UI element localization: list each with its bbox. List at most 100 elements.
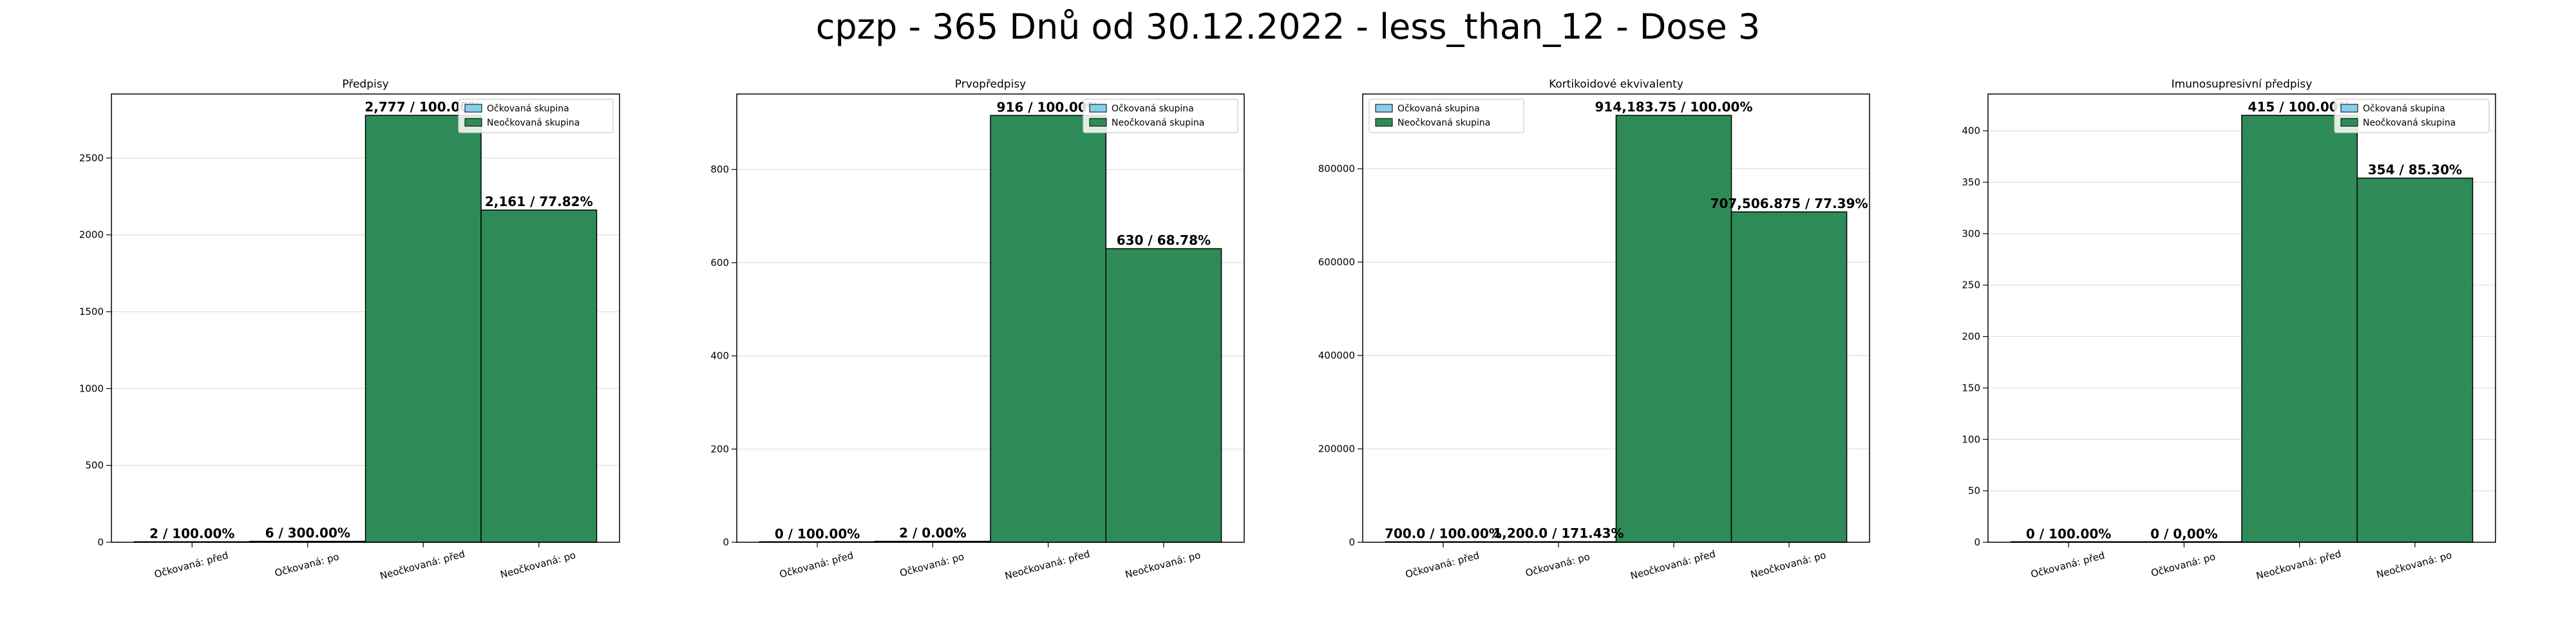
y-tick-label: 2500: [79, 152, 104, 164]
legend-swatch: [464, 104, 482, 113]
bar-neockovana-pred: [1615, 115, 1732, 543]
chart-panel-prvopredpisy: 0 / 100.00% 2 / 0.00% 916 / 100.00% 630 / 6…: [710, 78, 1245, 582]
data-label: 0 / 100.00%: [775, 526, 860, 542]
data-label: 914,183.75 / 100.00%: [1595, 99, 1753, 115]
y-tick-label: 250: [1962, 279, 1980, 291]
legend-box: [1083, 99, 1238, 133]
data-label: 6 / 300.00%: [265, 526, 350, 541]
data-label: 630 / 68.78%: [1117, 232, 1211, 248]
y-tick-label: 0: [97, 536, 104, 548]
bar-neockovana-po: [480, 209, 598, 543]
legend: Očkovaná skupina Neočkovaná skupina: [1083, 99, 1238, 133]
legend-swatch: [1375, 118, 1393, 127]
chart-panel-predpisy: 2 / 100.00% 6 / 300.00%2,777 / 100.00%2,1…: [79, 78, 620, 582]
data-label: 1,200.0 / 171.43%: [1493, 526, 1624, 541]
plot-frame: [736, 93, 1245, 543]
data-label: 707,506.875 / 77.39%: [1710, 196, 1868, 211]
legend-label: Neočkovaná skupina: [1397, 118, 1490, 128]
subplot-title: Prvopředpisy: [955, 78, 1027, 91]
legend-box: [2334, 99, 2490, 133]
legend-label: Neočkovaná skupina: [487, 118, 580, 128]
y-tick-label: 200: [710, 443, 729, 455]
x-tick-label: Neočkovaná: před: [1629, 548, 1717, 582]
subplot-title: Kortikoidové ekvivalenty: [1549, 78, 1683, 91]
x-tick-label: Neočkovaná: před: [2255, 548, 2342, 582]
x-tick-label: Očkovaná: před: [2029, 549, 2106, 580]
chart-panel-imunosupresivni-predpisy: 0 / 100.00% 0 / 0,00% 415 / 100.00% 354 / 8…: [1962, 78, 2496, 582]
legend: Očkovaná skupina Neočkovaná skupina: [458, 99, 614, 133]
x-tick-label: Neočkovaná: před: [379, 548, 466, 582]
legend-swatch: [2340, 104, 2358, 113]
y-tick-label: 500: [85, 460, 104, 471]
x-tick-label: Očkovaná: po: [2150, 551, 2217, 579]
y-tick-label: 600: [710, 257, 729, 269]
x-tick-label: Neočkovaná: před: [1003, 548, 1091, 582]
x-tick-label: Očkovaná: před: [778, 549, 855, 580]
legend-label: Neočkovaná skupina: [2363, 118, 2456, 128]
y-tick-label: 2000: [79, 229, 104, 241]
legend-label: Očkovaná skupina: [1397, 104, 1480, 114]
legend-swatch: [2340, 118, 2358, 127]
legend-label: Neočkovaná skupina: [1112, 118, 1204, 128]
y-tick-label: 50: [1968, 485, 1980, 497]
y-tick-label: 100: [1962, 433, 1980, 445]
y-tick-label: 800000: [1318, 163, 1355, 175]
data-label: 0 / 0,00%: [2150, 526, 2218, 542]
x-tick-label: Neočkovaná: po: [499, 549, 577, 581]
legend-swatch: [1375, 104, 1393, 113]
legend-label: Očkovaná skupina: [2363, 104, 2445, 114]
chart-panel-kortikoidove-ekvivalenty: 700.0 / 100.00%1,200.0 / 171.43% 914,183.…: [1318, 78, 1870, 582]
legend-label: Očkovaná skupina: [1112, 104, 1194, 114]
x-tick-label: Očkovaná: před: [1404, 549, 1481, 580]
bar-neockovana-po: [1730, 211, 1848, 543]
x-tick-label: Neočkovaná: po: [1124, 549, 1202, 581]
y-tick-label: 400: [1962, 125, 1980, 137]
y-tick-label: 200000: [1318, 443, 1355, 455]
legend-box: [1368, 99, 1524, 133]
x-tick-label: Neočkovaná: po: [2375, 549, 2453, 581]
plot-frame: [1987, 93, 2496, 543]
x-tick-label: Očkovaná: po: [1524, 551, 1591, 579]
legend-swatch: [464, 118, 482, 127]
y-tick-label: 1500: [79, 306, 104, 317]
y-tick-label: 150: [1962, 382, 1980, 393]
plot-frame: [111, 93, 620, 543]
data-label: 2 / 0.00%: [899, 526, 967, 541]
legend: Očkovaná skupina Neočkovaná skupina: [2334, 99, 2490, 133]
bar-neockovana-po: [2356, 177, 2474, 543]
legend: Očkovaná skupina Neočkovaná skupina: [1368, 99, 1524, 133]
x-tick-label: Neočkovaná: po: [1749, 549, 1827, 581]
y-tick-label: 200: [1962, 331, 1980, 343]
y-tick-label: 300: [1962, 228, 1980, 240]
data-label: 354 / 85.30%: [2368, 162, 2462, 178]
x-tick-label: Očkovaná: před: [153, 549, 230, 580]
data-label: 2 / 100.00%: [149, 526, 234, 542]
legend-box: [458, 99, 614, 133]
y-tick-label: 0: [1349, 536, 1355, 548]
data-label: 916 / 100.00%: [997, 99, 1100, 115]
legend-swatch: [1089, 104, 1107, 113]
y-tick-label: 600000: [1318, 256, 1355, 268]
legend-swatch: [1089, 118, 1107, 127]
subplot-title: Předpisy: [342, 78, 388, 91]
data-label: 2,161 / 77.82%: [485, 194, 593, 209]
legend-label: Očkovaná skupina: [487, 104, 569, 114]
bar-neockovana-po: [1105, 248, 1222, 543]
bar-neockovana-pred: [365, 115, 482, 543]
data-label: 700.0 / 100.00%: [1385, 526, 1502, 541]
x-tick-label: Očkovaná: po: [274, 551, 341, 579]
y-tick-label: 1000: [79, 383, 104, 394]
y-tick-label: 350: [1962, 176, 1980, 188]
page-title: cpzp - 365 Dnů od 30.12.2022 - less_than…: [815, 6, 1761, 47]
x-tick-label: Očkovaná: po: [898, 551, 965, 579]
plot-frame: [1362, 93, 1870, 543]
y-tick-label: 0: [1974, 536, 1980, 548]
bar-neockovana-pred: [2241, 115, 2358, 543]
subplot-title: Imunosupresivní předpisy: [2172, 78, 2313, 91]
data-label: 0 / 100.00%: [2026, 526, 2111, 542]
bar-neockovana-pred: [990, 115, 1107, 543]
y-tick-label: 800: [710, 164, 729, 175]
y-tick-label: 400: [710, 350, 729, 362]
data-label: 415 / 100.00%: [2248, 99, 2351, 115]
